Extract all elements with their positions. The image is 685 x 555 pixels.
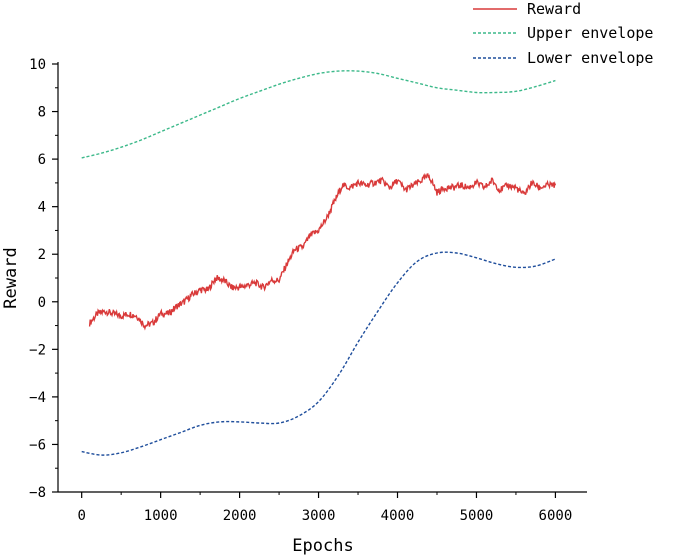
y-tick-label: 2 — [38, 247, 46, 263]
y-axis-label: Reward — [1, 247, 21, 308]
x-tick-label: 0 — [77, 508, 85, 524]
x-axis-label: Epochs — [292, 536, 353, 555]
reward-line — [88, 172, 557, 331]
y-tick-label: 8 — [38, 105, 46, 121]
y-tick-label: 10 — [29, 57, 46, 73]
y-tick-label: 6 — [38, 152, 46, 168]
x-tick-label: 1000 — [144, 508, 178, 524]
legend-label-upper-envelope: Upper envelope — [527, 24, 653, 42]
x-tick-label: 3000 — [302, 508, 336, 524]
x-tick-label: 2000 — [223, 508, 257, 524]
legend: Reward Upper envelope Lower envelope — [473, 0, 653, 67]
upper-envelope-line — [81, 70, 556, 159]
legend-label-lower-envelope: Lower envelope — [527, 49, 653, 67]
x-tick-label: 4000 — [381, 508, 415, 524]
series-layer — [81, 70, 557, 456]
x-tick-label: 5000 — [460, 508, 494, 524]
y-tick-label: −4 — [29, 390, 46, 406]
axes: −8 −6 −4 −2 0 2 4 6 8 10 0 1000 2000 3000 4000 5000 6000 — [29, 57, 587, 524]
y-tick-label: 0 — [38, 295, 46, 311]
y-tick-label: −6 — [29, 437, 46, 453]
y-tick-label: −8 — [29, 485, 46, 501]
x-tick-label: 6000 — [539, 508, 573, 524]
lower-envelope-line — [81, 251, 556, 456]
legend-label-reward: Reward — [527, 0, 581, 18]
y-tick-label: 4 — [38, 200, 46, 216]
y-tick-label: −2 — [29, 342, 46, 358]
